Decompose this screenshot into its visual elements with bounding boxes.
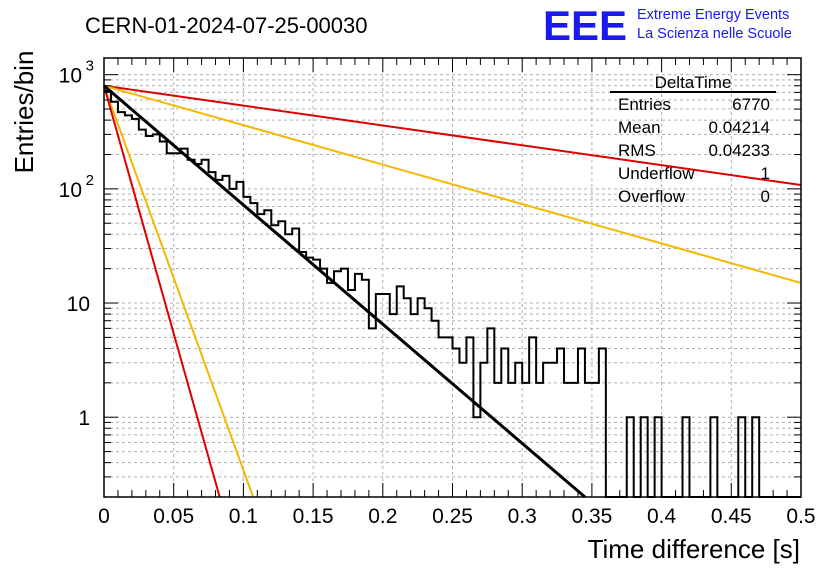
x-tick-label: 0.5 bbox=[786, 505, 815, 528]
stats-row-value: 1 bbox=[761, 164, 770, 183]
y-tick-label: 10 bbox=[67, 293, 90, 316]
stats-row-value: 0 bbox=[761, 187, 770, 206]
stats-box: DeltaTime Entries 6770 Mean 0.04214 RMS 0.042… bbox=[610, 73, 776, 206]
fit-line bbox=[103, 84, 586, 499]
y-tick-label: 1 bbox=[78, 407, 90, 430]
x-tick-label: 0.2 bbox=[368, 505, 397, 528]
x-tick-labels: 0 0.05 0.1 0.15 0.2 0.25 0.3 0.35 0.4 0.45 0.5 bbox=[98, 505, 815, 528]
stats-row-label: Entries bbox=[618, 95, 671, 114]
stats-row-label: Mean bbox=[618, 118, 661, 137]
series-lines bbox=[103, 84, 802, 498]
x-tick-label: 0.3 bbox=[508, 505, 537, 528]
x-tick-label: 0 bbox=[98, 505, 110, 528]
x-tick-label: 0.1 bbox=[229, 505, 258, 528]
stats-row-value: 0.04214 bbox=[709, 118, 770, 137]
orange-line-2 bbox=[103, 84, 802, 284]
stats-row-label: Overflow bbox=[618, 187, 686, 206]
x-axis-label: Time difference [s] bbox=[588, 534, 800, 564]
y-tick-exponent: 3 bbox=[86, 58, 94, 75]
stats-box-title: DeltaTime bbox=[655, 73, 732, 92]
y-axis-label: Entries/bin bbox=[9, 51, 39, 174]
x-tick-label: 0.45 bbox=[711, 505, 752, 528]
red-line-4 bbox=[103, 85, 221, 498]
chart-title: CERN-01-2024-07-25-00030 bbox=[85, 13, 368, 38]
fit-line-group bbox=[103, 84, 586, 499]
x-tick-label: 0.4 bbox=[647, 505, 677, 528]
stats-row-value: 6770 bbox=[732, 95, 770, 114]
y-tick-label: 10 bbox=[59, 179, 82, 202]
stats-row-label: Underflow bbox=[618, 164, 695, 183]
red-line-1 bbox=[103, 84, 802, 187]
x-tick-label: 0.35 bbox=[571, 505, 612, 528]
eee-logo-line1: Extreme Energy Events bbox=[637, 7, 789, 23]
y-tick-exponent: 2 bbox=[86, 172, 94, 189]
eee-logo-line2: La Scienza nelle Scuole bbox=[637, 26, 792, 42]
stats-rows: Entries 6770 Mean 0.04214 RMS 0.04233 Underflo… bbox=[618, 95, 770, 206]
x-tick-label: 0.25 bbox=[432, 505, 473, 528]
stats-row-value: 0.04233 bbox=[709, 141, 770, 160]
y-tick-label: 10 bbox=[59, 65, 82, 88]
eee-logo-mark: EEE bbox=[543, 2, 627, 49]
orange-line-3 bbox=[103, 85, 255, 498]
histogram bbox=[104, 89, 801, 498]
stats-row-label: RMS bbox=[618, 141, 656, 160]
x-tick-label: 0.05 bbox=[153, 505, 194, 528]
axis-ticks bbox=[103, 58, 802, 498]
x-tick-label: 0.15 bbox=[293, 505, 334, 528]
eee-logo: EEE Extreme Energy Events La Scienza nel… bbox=[543, 2, 792, 49]
